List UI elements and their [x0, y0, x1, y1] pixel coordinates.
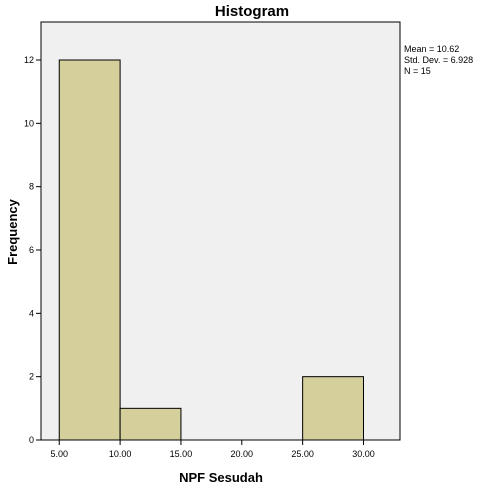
x-tick-label: 25.00 — [291, 449, 314, 459]
stat-n: N = 15 — [404, 66, 431, 76]
y-axis-ticks: 0 2 4 6 8 10 12 — [24, 55, 41, 445]
histogram-bar — [119, 407, 182, 441]
y-tick-label: 0 — [29, 435, 34, 445]
histogram-bar — [58, 59, 121, 441]
stat-mean: Mean = 10.62 — [404, 44, 459, 54]
x-tick-label: 5.00 — [50, 449, 68, 459]
y-tick-label: 10 — [24, 118, 34, 128]
x-axis-label: NPF Sesudah — [179, 470, 263, 485]
y-tick-label: 12 — [24, 55, 34, 65]
x-tick-label: 30.00 — [352, 449, 375, 459]
x-tick-label: 10.00 — [109, 449, 132, 459]
y-tick-label: 2 — [29, 372, 34, 382]
bars-group — [58, 59, 364, 441]
histogram-bar — [302, 376, 364, 441]
y-tick-label: 6 — [29, 245, 34, 255]
x-tick-label: 20.00 — [231, 449, 254, 459]
x-tick-label: 15.00 — [170, 449, 193, 459]
y-axis-label: Frequency — [5, 198, 20, 265]
chart-title: Histogram — [215, 3, 289, 20]
stat-std-dev: Std. Dev. = 6.928 — [404, 55, 473, 65]
x-axis-ticks: 5.00 10.00 15.00 20.00 25.00 30.00 — [50, 440, 375, 459]
y-tick-label: 4 — [29, 308, 34, 318]
y-tick-label: 8 — [29, 182, 34, 192]
